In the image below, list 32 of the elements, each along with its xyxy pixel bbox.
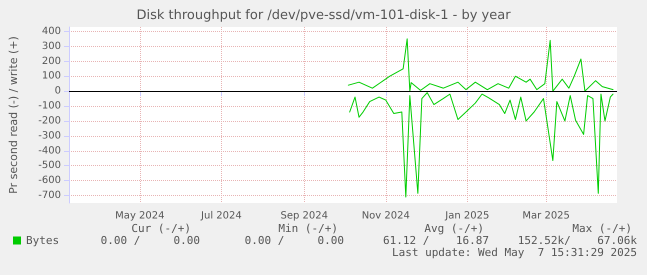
y-tick-label: 400: [42, 26, 61, 37]
text: 0.00 / 0.00: [244, 234, 344, 247]
text: Avg (-/+): [424, 222, 484, 235]
text: 0.00 / 0.00: [100, 234, 200, 247]
line-series: [348, 38, 614, 92]
text: Min (-/+): [278, 222, 338, 235]
y-tick-label: 100: [42, 70, 61, 82]
y-tick-label: -500: [38, 160, 61, 172]
x-tick-label: Sep 2024: [280, 210, 328, 222]
legend-label: Bytes: [26, 234, 60, 247]
y-tick-label: -300: [38, 130, 61, 142]
y-tick-label: -400: [38, 145, 61, 156]
x-tick-label: May 2024: [115, 210, 164, 222]
y-tick-label: -200: [38, 115, 61, 126]
text: Cur (-/+): [131, 222, 191, 235]
y-axis-title: Pr second read (-) / write (+): [7, 36, 20, 194]
y-tick-label: 200: [42, 56, 61, 67]
line-series: [349, 92, 614, 198]
y-tick-label: 0: [54, 86, 61, 97]
y-tick-label: -600: [38, 175, 61, 186]
text: 61.12 / 16.87: [383, 234, 489, 247]
text: 152.52k/ 67.06k: [518, 234, 638, 247]
x-tick-label: Mar 2025: [522, 210, 570, 222]
x-tick-label: Jan 2025: [444, 210, 490, 222]
text: Last update: Wed May 7 15:31:29 2025: [392, 246, 637, 259]
text: Max (-/+): [572, 222, 632, 235]
x-tick-label: Jul 2024: [200, 210, 242, 222]
x-tick-label: Nov 2024: [362, 210, 410, 222]
y-tick-label: -100: [38, 100, 61, 112]
y-tick-label: 300: [42, 40, 61, 52]
chart-title: Disk throughput for /dev/pve-ssd/vm-101-disk-1 - by year: [136, 8, 512, 23]
y-tick-label: -700: [38, 190, 61, 202]
